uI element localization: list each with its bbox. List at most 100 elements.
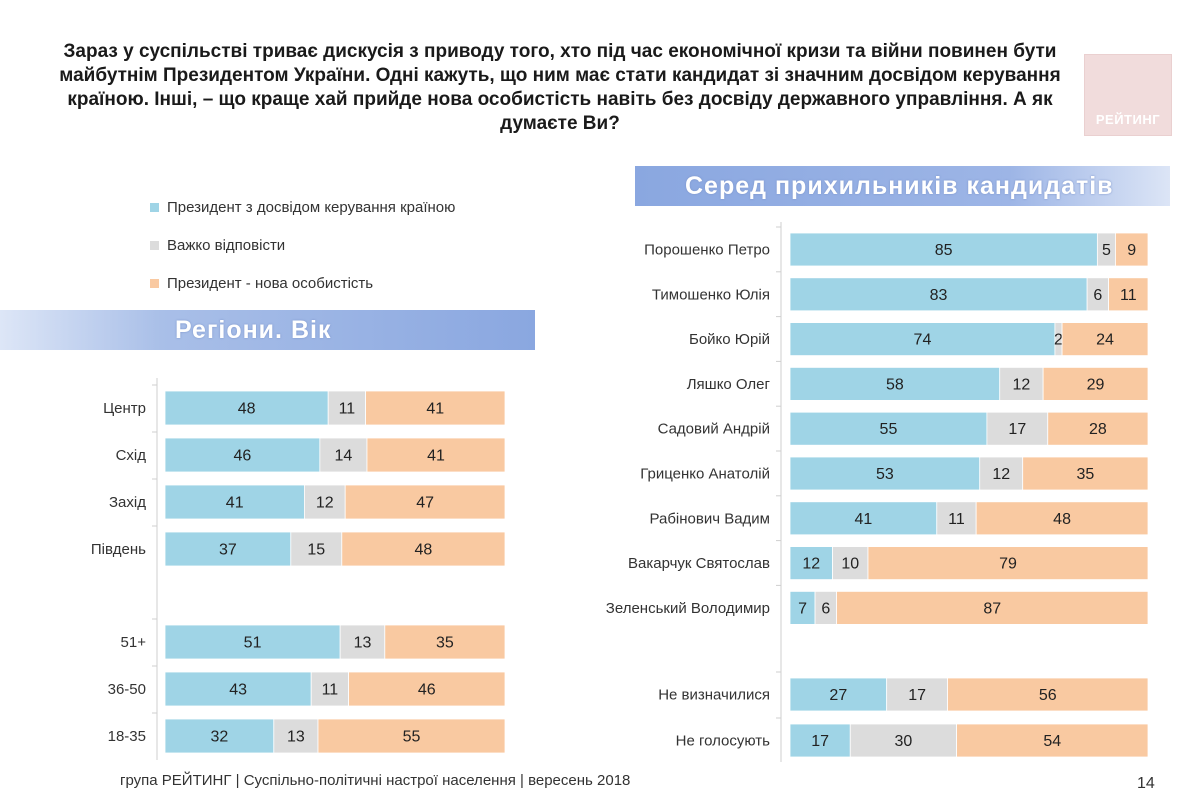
region-age-value-label: 55: [403, 729, 421, 746]
candidate-bar-segment: [789, 366, 1001, 401]
candidate-value-label: 35: [1076, 466, 1094, 483]
region-age-value-label: 11: [322, 682, 339, 699]
candidate-bar-segment: [867, 546, 1149, 580]
page-title: Зараз у суспільстві триває дискусія з пр…: [59, 41, 1061, 134]
candidate-bar-segment: [849, 723, 957, 758]
rating-logo: РЕЙТИНГ: [1084, 54, 1172, 136]
region-age-bar-segment: [303, 484, 346, 520]
region-age-bar-segment: [317, 718, 506, 754]
page-number: 14: [1137, 775, 1155, 792]
region-age-value-label: 41: [226, 495, 244, 512]
candidate-bar-segment: [836, 591, 1149, 625]
footer: група РЕЙТИНГ | Суспільно-політичні наст…: [120, 772, 631, 789]
candidate-label: Не голосують: [676, 733, 771, 750]
candidate-value-label: 12: [992, 466, 1010, 483]
candidate-bar-segment: [1047, 411, 1149, 446]
candidate-value-label: 48: [1053, 511, 1071, 528]
candidate-bar-segment: [1061, 322, 1149, 357]
region-age-value-label: 46: [234, 448, 252, 465]
candidate-bar-segment: [789, 322, 1056, 357]
region-age-value-label: 13: [287, 729, 305, 746]
candidate-value-label: 29: [1087, 376, 1105, 393]
logo-text: РЕЙТИНГ: [1095, 112, 1161, 127]
candidate-value-label: 11: [1120, 287, 1137, 304]
banner-candidates: Серед прихильників кандидатів: [635, 166, 1170, 206]
region-age-label: 18-35: [108, 728, 146, 745]
candidate-value-label: 41: [854, 511, 872, 528]
legend-label-hard-to-say: Важко відповісти: [167, 236, 286, 254]
region-age-bar-segment: [164, 390, 329, 426]
legend: Президент з досвідом керування країною В…: [150, 188, 455, 302]
candidate-bar-segment: [947, 677, 1149, 712]
candidate-value-label: 17: [908, 687, 926, 704]
candidate-bar-segment: [789, 546, 833, 580]
legend-swatch-hard-to-say: [150, 240, 159, 250]
legend-item-experienced: Президент з досвідом керування країною: [150, 188, 455, 226]
region-age-value-label: 43: [229, 682, 247, 699]
region-age-label: Захід: [109, 494, 146, 511]
candidate-label: Зеленський Володимир: [606, 600, 770, 617]
region-age-bar-segment: [327, 390, 367, 426]
candidate-label: Порошенко Петро: [644, 242, 770, 259]
region-age-label: Схід: [116, 447, 147, 464]
candidate-bar-segment: [789, 677, 888, 712]
candidate-label: Бойко Юрій: [689, 331, 770, 348]
region-age-bar-segment: [164, 437, 321, 473]
candidate-value-label: 74: [914, 332, 932, 349]
region-age-value-label: 35: [436, 635, 454, 652]
candidate-value-label: 54: [1043, 733, 1061, 750]
region-age-value-label: 47: [416, 495, 434, 512]
region-age-bar-segment: [290, 531, 343, 567]
legend-swatch-experienced: [150, 202, 159, 212]
candidate-value-label: 28: [1089, 421, 1107, 438]
candidate-value-label: 10: [841, 556, 859, 573]
candidate-value-label: 24: [1096, 332, 1114, 349]
candidate-bar-segment: [999, 366, 1044, 401]
region-age-value-label: 48: [238, 401, 256, 418]
candidate-bar-segment: [789, 723, 851, 758]
candidate-bar-segment: [1042, 366, 1149, 401]
region-age-bar-segment: [344, 484, 506, 520]
candidate-label: Садовий Андрій: [658, 421, 770, 438]
candidate-bar-segment: [975, 501, 1149, 536]
region-age-value-label: 37: [219, 542, 237, 559]
candidate-label: Гриценко Анатолій: [640, 466, 770, 483]
region-age-bar-segment: [384, 624, 506, 660]
region-age-value-label: 46: [418, 682, 436, 699]
candidate-value-label: 53: [876, 466, 894, 483]
candidate-label: Не визначилися: [658, 687, 770, 704]
region-age-value-label: 14: [335, 448, 353, 465]
candidate-value-label: 12: [802, 556, 820, 573]
legend-label-new-person: Президент - нова особистість: [167, 274, 374, 292]
candidate-value-label: 12: [1013, 376, 1031, 393]
region-age-bar-segment: [164, 624, 341, 660]
candidate-value-label: 83: [930, 287, 948, 304]
region-age-value-label: 15: [307, 542, 325, 559]
candidate-value-label: 17: [1008, 421, 1026, 438]
region-age-bar-segment: [365, 390, 506, 426]
candidate-value-label: 11: [948, 511, 965, 528]
candidate-label: Тимошенко Юлія: [652, 286, 770, 303]
candidate-value-label: 9: [1127, 242, 1136, 259]
candidate-bar-segment: [956, 723, 1149, 758]
region-age-value-label: 41: [426, 401, 444, 418]
region-age-bar-segment: [339, 624, 386, 660]
candidate-value-label: 6: [1093, 287, 1102, 304]
region-age-label: Центр: [103, 400, 146, 417]
region-age-bar-segment: [319, 437, 368, 473]
candidate-value-label: 55: [880, 421, 898, 438]
candidate-value-label: 30: [895, 733, 913, 750]
candidate-label: Ляшко Олег: [687, 376, 771, 393]
region-age-label: Південь: [91, 541, 146, 558]
banner-regions-age: Регіони. Вік: [0, 310, 535, 350]
candidate-bar-segment: [1108, 277, 1149, 312]
candidate-value-label: 6: [821, 600, 830, 617]
candidate-value-label: 27: [829, 687, 847, 704]
candidate-value-label: 7: [798, 600, 807, 617]
legend-swatch-new-person: [150, 278, 159, 288]
region-age-bar-segment: [164, 718, 275, 754]
candidate-value-label: 58: [886, 376, 904, 393]
candidate-label: Рабінович Вадим: [649, 510, 770, 527]
candidate-value-label: 85: [935, 242, 953, 259]
